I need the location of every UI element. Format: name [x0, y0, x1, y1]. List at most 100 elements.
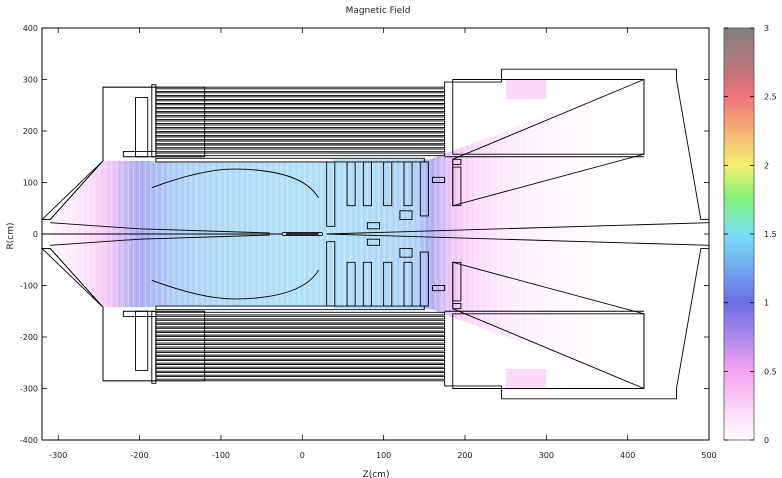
endcap-rim: [151, 310, 157, 384]
field-strip: [190, 234, 195, 307]
field-strip: [617, 234, 622, 379]
field-strip: [532, 234, 536, 348]
field-strip: [353, 234, 357, 309]
field-strip: [193, 161, 197, 234]
field-strip: [600, 234, 604, 373]
field-strip: [74, 192, 78, 234]
field-strip: [515, 127, 519, 234]
field-strip: [620, 234, 624, 380]
field-strip: [79, 234, 83, 282]
endcap-tooth: [346, 261, 356, 307]
field-strip: [256, 161, 260, 234]
colorbar: [723, 27, 755, 441]
field-strip: [364, 159, 368, 234]
field-strip: [170, 234, 175, 307]
field-strip: [136, 160, 140, 234]
field-strip: [119, 234, 123, 308]
field-strip: [264, 161, 269, 234]
field-strip: [484, 138, 488, 234]
y-tick-label: 0: [33, 230, 38, 239]
field-strip: [615, 90, 619, 234]
field-strip: [469, 143, 474, 234]
field-strip: [350, 159, 354, 234]
field-strip: [475, 234, 479, 327]
field-strip: [464, 234, 468, 322]
field-strip: [578, 234, 582, 365]
field-strip: [501, 234, 505, 336]
yoke-layer: [155, 319, 446, 324]
field-strip: [424, 159, 428, 234]
endcap-rim: [151, 84, 157, 158]
field-strip: [501, 132, 505, 234]
field-strip: [512, 234, 516, 340]
yoke-layer: [155, 108, 446, 112]
field-strip: [173, 161, 177, 234]
field-strip: [392, 234, 397, 309]
field-strip: [59, 234, 64, 260]
field-strip: [415, 159, 419, 234]
field-strip: [555, 234, 559, 356]
yoke-layer: [155, 136, 446, 141]
field-strip: [384, 159, 388, 234]
field-strip: [615, 234, 619, 378]
field-strip: [353, 159, 357, 234]
field-strip: [387, 159, 391, 234]
field-strip: [575, 104, 579, 234]
field-strip: [182, 161, 186, 234]
field-strip: [301, 234, 306, 307]
field-strip: [213, 161, 217, 234]
field-strip: [347, 159, 351, 234]
field-strip: [179, 161, 183, 234]
field-strip: [512, 128, 516, 234]
field-strip: [267, 234, 271, 307]
field-strip: [225, 161, 229, 234]
field-strip: [578, 103, 582, 234]
yoke-layer: [155, 339, 446, 344]
detector-geometry: [40, 68, 710, 400]
field-strip: [350, 234, 354, 309]
outer-contour: [42, 247, 709, 400]
field-strip: [358, 159, 362, 234]
field-strip: [560, 234, 565, 358]
field-strip: [153, 234, 157, 307]
field-strip: [521, 234, 525, 344]
field-strip: [244, 234, 249, 307]
field-strip: [227, 234, 232, 307]
field-strip: [338, 234, 343, 309]
field-strip: [449, 234, 454, 317]
field-strip: [447, 152, 451, 234]
field-strip: [207, 161, 212, 234]
yoke-layer: [155, 132, 446, 137]
field-strip: [344, 159, 348, 234]
field-strip: [441, 154, 445, 234]
field-strip: [250, 234, 254, 307]
field-strip: [541, 234, 545, 351]
field-strip: [193, 234, 197, 307]
endcap-block: [431, 176, 446, 183]
field-strip: [395, 159, 399, 234]
field-strip: [566, 234, 570, 360]
field-strip: [196, 161, 200, 234]
field-strip: [558, 234, 562, 357]
chart-title: Magnetic Field: [346, 6, 411, 16]
yoke-layer: [155, 116, 446, 121]
field-heatmap: [51, 79, 647, 389]
field-strip: [424, 234, 428, 309]
field-strip: [242, 234, 246, 307]
field-strip: [76, 234, 81, 279]
field-strip: [541, 117, 545, 234]
field-strip: [236, 234, 240, 307]
yoke-layer: [155, 356, 446, 360]
field-strip: [518, 126, 522, 234]
field-strip: [159, 161, 163, 234]
endcap-disk: [326, 241, 336, 307]
field-strip: [404, 234, 408, 309]
field-strip: [330, 161, 334, 234]
field-strip: [165, 234, 169, 307]
field-strip: [392, 159, 397, 234]
field-strip: [230, 161, 234, 234]
field-strip: [375, 159, 380, 234]
field-strip: [281, 161, 286, 234]
forward-cone: [326, 222, 710, 246]
field-strip: [148, 234, 152, 308]
